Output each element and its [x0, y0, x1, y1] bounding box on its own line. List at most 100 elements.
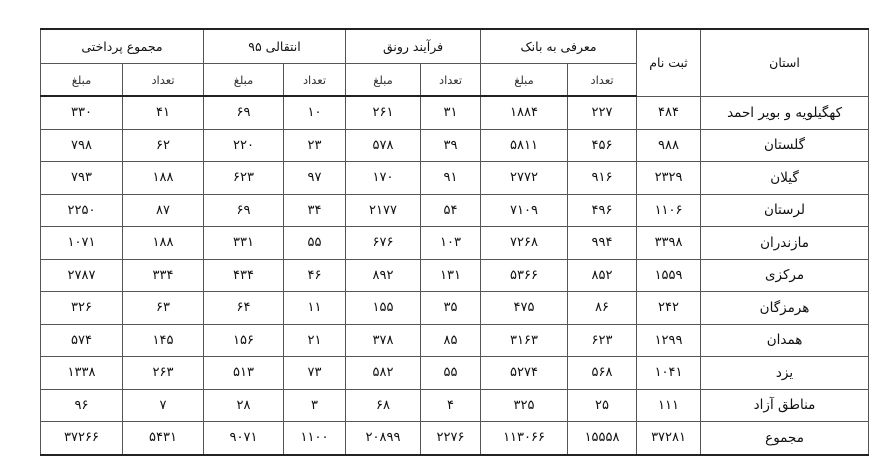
value-cell: ۳۴: [283, 193, 346, 227]
table-row: مجموع ۳۷۲۸۱ ۱۵۵۵۸ ۱۱۳۰۶۶ ۲۲۷۶ ۲۰۸۹۹ ۱۱۰۰ ۹۰۷۱ ۵۴…: [40, 421, 870, 456]
province-cell: مجموع: [700, 421, 870, 456]
group-header: فرآیند رونق: [344, 28, 482, 64]
value-cell: ۵۶۸: [567, 356, 638, 390]
value-cell: ۳۳۱: [203, 226, 284, 260]
value-cell: ۴۸۴: [636, 95, 702, 130]
value-cell: ۲۱: [283, 323, 346, 357]
value-cell: ۵۵: [283, 226, 346, 260]
value-cell: ۱۵۵: [344, 291, 422, 325]
value-cell: ۲۲۷: [567, 95, 638, 130]
value-cell: ۶۳: [122, 291, 204, 325]
table-row: گلستان ۹۸۸ ۴۵۶ ۵۸۱۱ ۳۹ ۵۷۸ ۲۳ ۲۲۰ ۶۲ ۷۹۸: [40, 128, 870, 162]
value-cell: ۸۵۲: [567, 258, 638, 292]
value-cell: ۳۱۶۳: [480, 323, 569, 357]
count-header: تعداد: [122, 63, 204, 97]
value-cell: ۱۱۱: [636, 388, 702, 422]
value-cell: ۶۹: [203, 95, 284, 130]
value-cell: ۱۰۴۱: [636, 356, 702, 390]
value-cell: ۳۵: [420, 291, 482, 325]
value-cell: ۳۳۹۸: [636, 226, 702, 260]
value-cell: ۵۲۷۴: [480, 356, 569, 390]
value-cell: ۱۱۰۶: [636, 193, 702, 227]
value-cell: ۱۳۳۸: [40, 356, 123, 390]
value-cell: ۲۸: [203, 388, 284, 422]
count-header: تعداد: [567, 63, 638, 97]
count-header: تعداد: [420, 63, 482, 97]
value-cell: ۱۱۰۰: [283, 421, 346, 456]
value-cell: ۹۶: [40, 388, 123, 422]
value-cell: ۱۱: [283, 291, 346, 325]
value-cell: ۳۲۶: [40, 291, 123, 325]
group-header: معرفی به بانک: [480, 28, 638, 64]
value-cell: ۱۵۵۵۸: [567, 421, 638, 456]
value-cell: ۹۷: [283, 161, 346, 195]
table-row: کهگیلویه و بویر احمد ۴۸۴ ۲۲۷ ۱۸۸۴ ۳۱ ۲۶۱ ۱۰ ۶۹ ۴…: [40, 95, 870, 130]
value-cell: ۵۵: [420, 356, 482, 390]
value-cell: ۹۹۴: [567, 226, 638, 260]
value-cell: ۱۳۱: [420, 258, 482, 292]
province-cell: کهگیلویه و بویر احمد: [700, 95, 870, 130]
amount-header: مبلغ: [480, 63, 569, 97]
table-body: کهگیلویه و بویر احمد ۴۸۴ ۲۲۷ ۱۸۸۴ ۳۱ ۲۶۱ ۱۰ ۶۹ ۴…: [40, 95, 870, 456]
province-cell: مرکزی: [700, 258, 870, 292]
value-cell: ۸۷: [122, 193, 204, 227]
value-cell: ۳۱: [420, 95, 482, 130]
data-table: استان ثبت نام معرفی به بانک فرآیند رونق ان…: [40, 28, 870, 456]
value-cell: ۲۷۸۷: [40, 258, 123, 292]
value-cell: ۷: [122, 388, 204, 422]
province-cell: لرستان: [700, 193, 870, 227]
value-cell: ۷۹۳: [40, 161, 123, 195]
value-cell: ۱۵۵۹: [636, 258, 702, 292]
value-cell: ۱۸۸: [122, 161, 204, 195]
value-cell: ۵۴۳۱: [122, 421, 204, 456]
value-cell: ۴۵۶: [567, 128, 638, 162]
value-cell: ۲۵: [567, 388, 638, 422]
value-cell: ۹۱: [420, 161, 482, 195]
value-cell: ۱۱۳۰۶۶: [480, 421, 569, 456]
registered-header: ثبت نام: [636, 28, 702, 97]
value-cell: ۱۰۳: [420, 226, 482, 260]
value-cell: ۳۳۴: [122, 258, 204, 292]
value-cell: ۱۴۵: [122, 323, 204, 357]
value-cell: ۵۳۶۶: [480, 258, 569, 292]
value-cell: ۸۵: [420, 323, 482, 357]
value-cell: ۶۲۳: [203, 161, 284, 195]
value-cell: ۹۰۷۱: [203, 421, 284, 456]
province-cell: مناطق آزاد: [700, 388, 870, 422]
value-cell: ۱۷۰: [344, 161, 422, 195]
value-cell: ۷۲۶۸: [480, 226, 569, 260]
value-cell: ۸۶: [567, 291, 638, 325]
value-cell: ۲۳: [283, 128, 346, 162]
value-cell: ۵۷۴: [40, 323, 123, 357]
value-cell: ۲۴۲: [636, 291, 702, 325]
value-cell: ۲۶۳: [122, 356, 204, 390]
value-cell: ۲۲۵۰: [40, 193, 123, 227]
value-cell: ۳: [283, 388, 346, 422]
value-cell: ۲۲۷۶: [420, 421, 482, 456]
province-header: استان: [700, 28, 870, 97]
value-cell: ۴۶: [283, 258, 346, 292]
table-row: مازندران ۳۳۹۸ ۹۹۴ ۷۲۶۸ ۱۰۳ ۶۷۶ ۵۵ ۳۳۱ ۱۸۸ ۱۰۷۱: [40, 226, 870, 260]
value-cell: ۳۳۰: [40, 95, 123, 130]
value-cell: ۲۷۷۲: [480, 161, 569, 195]
value-cell: ۵۸۱۱: [480, 128, 569, 162]
table-row: هرمزگان ۲۴۲ ۸۶ ۴۷۵ ۳۵ ۱۵۵ ۱۱ ۶۴ ۶۳ ۳۲۶: [40, 291, 870, 325]
group-header: مجموع پرداختی: [40, 28, 204, 64]
value-cell: ۵۸۲: [344, 356, 422, 390]
value-cell: ۱۰: [283, 95, 346, 130]
value-cell: ۴۳۴: [203, 258, 284, 292]
table-row: مناطق آزاد ۱۱۱ ۲۵ ۳۲۵ ۴ ۶۸ ۳ ۲۸ ۷ ۹۶: [40, 388, 870, 422]
value-cell: ۶۹: [203, 193, 284, 227]
header-row: استان ثبت نام معرفی به بانک فرآیند رونق ان…: [40, 28, 870, 97]
value-cell: ۹۱۶: [567, 161, 638, 195]
value-cell: ۸۹۲: [344, 258, 422, 292]
province-cell: گیلان: [700, 161, 870, 195]
value-cell: ۷۳: [283, 356, 346, 390]
value-cell: ۶۷۶: [344, 226, 422, 260]
value-cell: ۳۷۲۶۶: [40, 421, 123, 456]
value-cell: ۳۷۸: [344, 323, 422, 357]
value-cell: ۷۱۰۹: [480, 193, 569, 227]
value-cell: ۶۲: [122, 128, 204, 162]
value-cell: ۲۰۸۹۹: [344, 421, 422, 456]
